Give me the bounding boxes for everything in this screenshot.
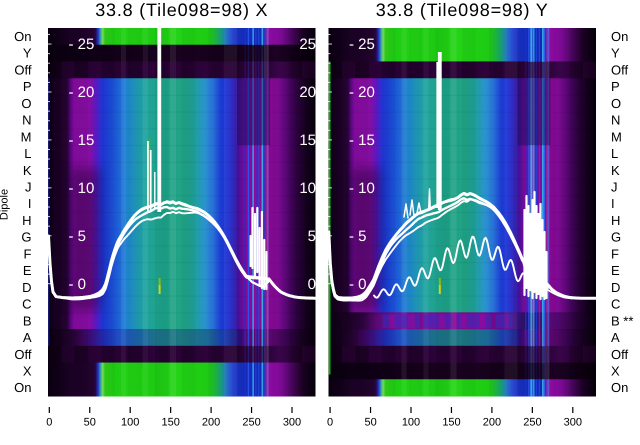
svg-text:Y: Y [611, 46, 620, 61]
svg-text:I: I [611, 196, 615, 211]
svg-text:P: P [23, 79, 32, 94]
svg-text:On: On [611, 29, 628, 44]
svg-text:J: J [25, 180, 32, 195]
svg-text:- 0: - 0 [69, 276, 87, 293]
svg-text:150: 150 [162, 417, 180, 429]
svg-text:300: 300 [283, 417, 301, 429]
svg-text:A: A [23, 330, 32, 345]
svg-text:Dipole: Dipole [0, 189, 11, 220]
svg-text:250: 250 [523, 417, 541, 429]
svg-text:On: On [611, 380, 628, 395]
svg-text:33.8 (Tile098=98) X: 33.8 (Tile098=98) X [95, 0, 268, 20]
svg-text:J: J [611, 180, 618, 195]
svg-text:- 5: - 5 [349, 228, 367, 245]
svg-text:F: F [611, 246, 619, 261]
svg-text:0: 0 [308, 276, 316, 293]
svg-text:- 0: - 0 [349, 276, 367, 293]
svg-text:K: K [23, 163, 32, 178]
svg-text:On: On [14, 29, 31, 44]
svg-text:O: O [21, 96, 31, 111]
svg-text:100: 100 [121, 417, 139, 429]
svg-text:X: X [611, 364, 620, 379]
svg-text:C: C [611, 297, 620, 312]
svg-text:L: L [24, 146, 31, 161]
svg-text:G: G [611, 230, 621, 245]
svg-text:- 10: - 10 [349, 180, 375, 197]
svg-text:- 15: - 15 [349, 132, 375, 149]
svg-text:Off: Off [14, 62, 31, 77]
svg-text:- 20: - 20 [349, 84, 375, 101]
svg-text:E: E [611, 263, 620, 278]
svg-text:I: I [28, 196, 32, 211]
svg-text:300: 300 [564, 417, 582, 429]
svg-text:H: H [611, 213, 620, 228]
svg-text:Off: Off [611, 347, 628, 362]
svg-text:O: O [611, 96, 621, 111]
svg-text:33.8 (Tile098=98) Y: 33.8 (Tile098=98) Y [376, 0, 549, 20]
svg-text:- 15: - 15 [69, 132, 95, 149]
svg-text:A: A [611, 330, 620, 345]
svg-text:Y: Y [23, 46, 32, 61]
svg-text:100: 100 [402, 417, 420, 429]
svg-text:Off: Off [611, 62, 628, 77]
svg-text:L: L [611, 146, 618, 161]
svg-text:C: C [22, 297, 31, 312]
svg-text:25: 25 [299, 36, 316, 53]
svg-text:On: On [14, 380, 31, 395]
svg-text:F: F [24, 246, 32, 261]
svg-text:5: 5 [308, 228, 316, 245]
svg-text:- 10: - 10 [69, 180, 95, 197]
svg-text:50: 50 [364, 417, 376, 429]
svg-text:G: G [21, 230, 31, 245]
svg-text:E: E [23, 263, 32, 278]
svg-text:20: 20 [299, 84, 316, 101]
svg-text:- 25: - 25 [349, 36, 375, 53]
svg-text:Off: Off [14, 347, 31, 362]
svg-text:D: D [22, 280, 31, 295]
svg-text:K: K [611, 163, 620, 178]
svg-text:250: 250 [242, 417, 260, 429]
svg-text:X: X [23, 364, 32, 379]
svg-text:50: 50 [84, 417, 96, 429]
svg-text:150: 150 [442, 417, 460, 429]
svg-text:- 25: - 25 [69, 36, 95, 53]
svg-text:200: 200 [202, 417, 220, 429]
svg-text:B: B [23, 313, 32, 328]
svg-text:15: 15 [299, 132, 316, 149]
svg-text:M: M [611, 129, 622, 144]
svg-text:200: 200 [483, 417, 501, 429]
svg-text:H: H [22, 213, 31, 228]
svg-text:- 20: - 20 [69, 84, 95, 101]
svg-text:P: P [611, 79, 620, 94]
svg-text:0: 0 [327, 417, 333, 429]
svg-text:N: N [22, 113, 31, 128]
svg-text:- 5: - 5 [69, 228, 87, 245]
svg-text:B **: B ** [611, 313, 633, 328]
svg-text:N: N [611, 113, 620, 128]
svg-text:D: D [611, 280, 620, 295]
svg-text:0: 0 [46, 417, 52, 429]
svg-text:M: M [21, 129, 32, 144]
svg-text:10: 10 [299, 180, 316, 197]
